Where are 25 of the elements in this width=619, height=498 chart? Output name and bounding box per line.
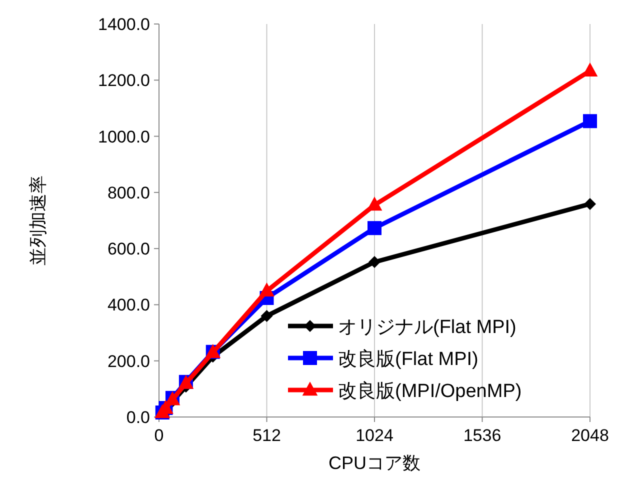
x-tick-label: 512 <box>252 426 281 445</box>
x-tick-label: 0 <box>154 426 164 445</box>
x-tick-label: 2048 <box>571 426 609 445</box>
point <box>368 221 382 236</box>
y-axis-title: 並列加速率 <box>28 176 48 266</box>
point <box>583 114 597 128</box>
legend-label: オリジナル(Flat MPI) <box>338 317 516 338</box>
legend-label: 改良版(MPI/OpenMP) <box>338 380 522 402</box>
point <box>368 256 380 268</box>
y-tick-label: 600.0 <box>107 240 150 259</box>
point <box>366 196 382 211</box>
x-tick-label: 1024 <box>356 426 394 445</box>
point <box>259 282 274 297</box>
x-axis-title: CPUコア数 <box>328 453 421 473</box>
y-tick-label: 1000.0 <box>98 127 150 146</box>
y-tick-label: 0.0 <box>126 408 150 427</box>
y-tick-label: 1200.0 <box>98 71 150 90</box>
legend-label: 改良版(Flat MPI) <box>338 348 478 370</box>
y-tick-label: 200.0 <box>107 352 150 371</box>
point <box>260 310 273 322</box>
x-tick-label: 1536 <box>463 426 502 445</box>
y-tick-label: 1400.0 <box>98 15 150 34</box>
y-tick-label: 800.0 <box>107 183 150 202</box>
y-tick-label: 400.0 <box>107 296 150 315</box>
point <box>584 198 596 210</box>
